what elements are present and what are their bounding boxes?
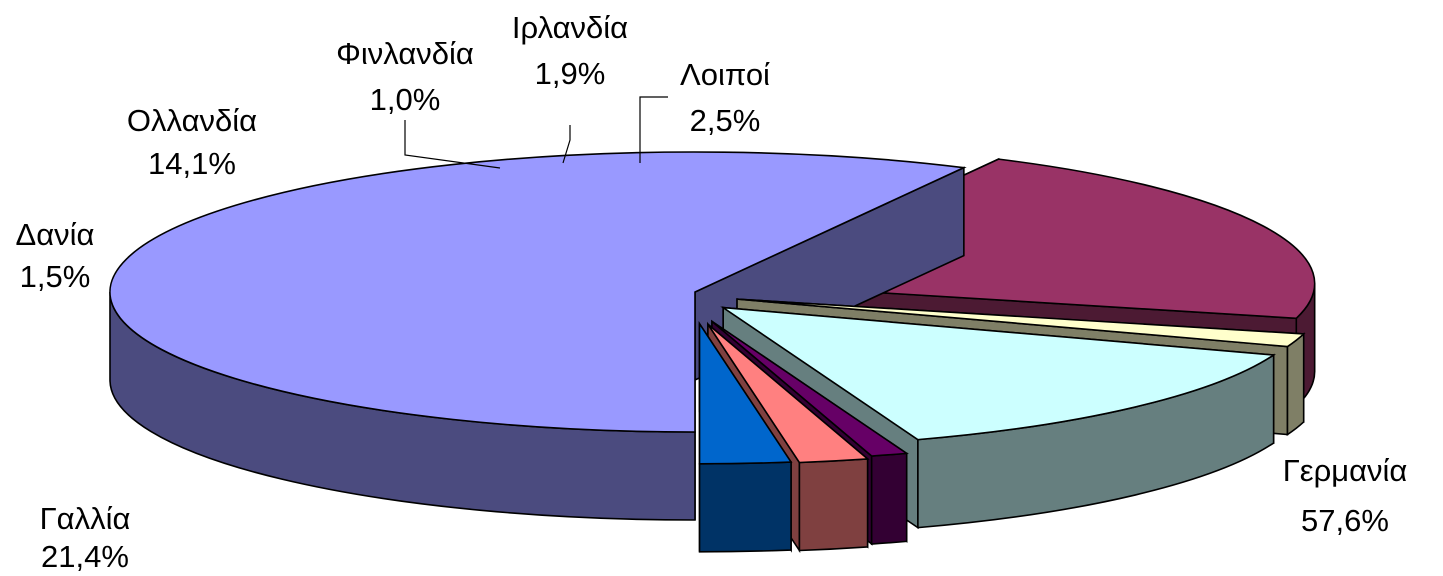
slice-others-side-0 [698, 461, 792, 553]
leader-line-finland [404, 120, 501, 169]
label-value-netherlands: 14,1% [148, 146, 236, 181]
label-name-finland: Φινλανδία [336, 36, 474, 71]
label-name-france: Γαλλία [40, 501, 131, 536]
leader-lines-layer [404, 96, 668, 169]
leader-line-ireland [562, 125, 571, 164]
label-value-denmark: 1,5% [20, 259, 91, 294]
leader-line-others [639, 96, 668, 163]
slice-ireland-top [707, 323, 870, 464]
slice-germany-top [109, 151, 967, 433]
label-value-others: 2,5% [690, 103, 761, 138]
slice-finland-top [711, 320, 909, 457]
label-value-ireland: 1,9% [535, 56, 606, 91]
label-value-finland: 1,0% [370, 82, 441, 117]
label-value-germany: 57,6% [1301, 503, 1389, 538]
label-name-netherlands: Ολλανδία [127, 103, 257, 138]
slice-denmark-top [736, 298, 1306, 348]
slice-others-top [698, 321, 793, 465]
slice-finland-side-0 [870, 452, 908, 545]
label-name-denmark: Δανία [16, 217, 95, 252]
label-name-others: Λοιποί [680, 57, 770, 92]
label-value-france: 21,4% [41, 539, 129, 574]
slice-ireland-side-0 [798, 458, 869, 552]
label-name-ireland: Ιρλανδία [512, 10, 628, 45]
slice-netherlands-top [720, 306, 1276, 441]
label-name-germany: Γερμανία [1283, 453, 1408, 488]
slice-denmark-side-0 [1286, 332, 1305, 437]
slice-sides-layer [109, 151, 1316, 554]
